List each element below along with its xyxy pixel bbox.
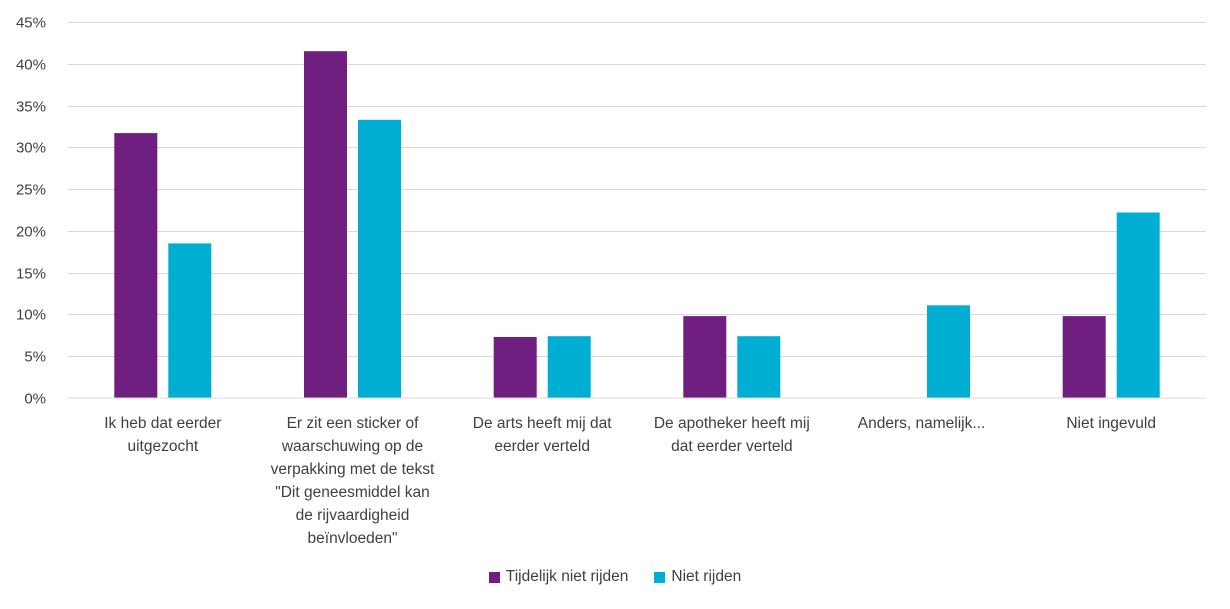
y-tick-label: 20% (16, 224, 46, 241)
y-tick-label: 10% (16, 307, 46, 324)
gridlines (68, 22, 1206, 357)
legend-item-niet-rijden: Niet rijden (654, 568, 741, 586)
y-tick-label: 30% (16, 140, 46, 157)
bar-tijdelijk-niet-rijden-0 (114, 133, 158, 398)
bar-niet-rijden-2 (547, 336, 591, 398)
bar-niet-rijden-4 (927, 305, 970, 398)
legend-label-tijdelijk-niet-rijden: Tijdelijk niet rijden (505, 568, 629, 585)
x-tick-label: Niet ingevuld (1066, 415, 1156, 432)
y-tick-label: 5% (24, 349, 46, 366)
x-tick-label: Ik heb dat eerder uitgezocht (104, 415, 222, 455)
legend-swatch-niet-rijden (654, 571, 666, 583)
y-axis: 0% 5% 10% 15% 20% 25% 30% 35% 40% 45% (16, 15, 46, 408)
y-tick-label: 0% (24, 391, 46, 408)
legend-swatch-tijdelijk-niet-rijden (488, 571, 500, 583)
y-tick-label: 15% (16, 266, 46, 283)
bar-tijdelijk-niet-rijden-5 (1062, 316, 1106, 398)
bar-tijdelijk-niet-rijden-2 (493, 337, 537, 398)
y-tick-label: 45% (16, 15, 46, 32)
bar-niet-rijden-3 (737, 336, 781, 398)
legend-item-tijdelijk-niet-rijden: Tijdelijk niet rijden (488, 568, 629, 586)
bar-niet-rijden-0 (168, 243, 212, 398)
bar-niet-rijden-5 (1116, 212, 1160, 398)
y-tick-label: 25% (16, 182, 46, 199)
bar-niet-rijden-1 (358, 119, 401, 399)
y-tick-label: 40% (16, 57, 46, 74)
bar-tijdelijk-niet-rijden-1 (304, 51, 347, 398)
y-tick-label: 35% (16, 99, 46, 116)
bar-tijdelijk-niet-rijden-3 (683, 316, 727, 398)
x-tick-label: Anders, namelijk... (857, 415, 986, 432)
legend-label-niet-rijden: Niet rijden (671, 568, 742, 585)
x-tick-label: De apotheker heeft mij dat eerder vertel… (653, 415, 810, 455)
x-tick-label: Er zit een sticker of waarschuwing op de… (270, 415, 435, 547)
legend: Tijdelijk niet rijden Niet rijden (0, 568, 1230, 586)
bars (114, 51, 1160, 399)
x-tick-label: De arts heeft mij dat eerder verteld (472, 415, 612, 455)
